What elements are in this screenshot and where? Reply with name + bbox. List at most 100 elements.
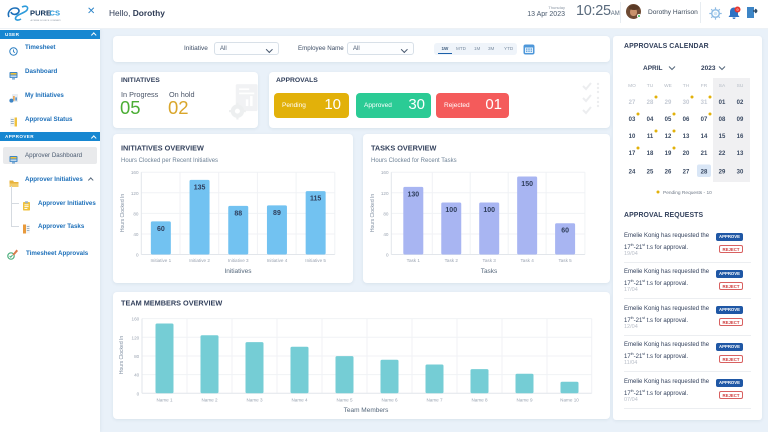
svg-text:TU: TU [647,83,654,89]
svg-text:22: 22 [719,151,726,157]
svg-text:TASKS OVERVIEW: TASKS OVERVIEW [371,144,437,153]
svg-text:Initiative 3: Initiative 3 [228,258,249,263]
svg-text:04: 04 [647,117,654,123]
svg-text:SU: SU [737,83,744,89]
svg-text:10: 10 [629,134,636,140]
svg-text:40: 40 [133,232,139,237]
svg-text:Hours Clocked for Recent Tasks: Hours Clocked for Recent Tasks [371,158,457,164]
svg-text:Name 10: Name 10 [560,398,579,403]
svg-text:25: 25 [647,170,654,176]
svg-text:160: 160 [132,317,140,322]
svg-text:19: 19 [665,151,672,157]
svg-text:60: 60 [561,228,569,235]
svg-text:120: 120 [381,191,389,196]
svg-text:Initiatives: Initiatives [224,268,252,275]
svg-text:Name 1: Name 1 [156,398,173,403]
svg-text:Hours Clocked In: Hours Clocked In [370,194,376,233]
svg-text:APRIL: APRIL [643,65,663,72]
svg-text:24: 24 [629,170,636,176]
svg-text:26: 26 [665,170,672,176]
svg-text:MO: MO [628,83,636,89]
svg-text:PURE: PURE [30,9,51,18]
svg-text:89: 89 [273,210,281,217]
svg-text:80: 80 [383,211,389,216]
svg-text:21: 21 [701,151,708,157]
svg-text:40: 40 [383,232,389,237]
svg-text:15: 15 [719,134,726,140]
svg-text:115: 115 [310,196,321,203]
svg-text:120: 120 [132,335,140,340]
svg-text:TEAM MEMBERS OVERVIEW: TEAM MEMBERS OVERVIEW [121,299,222,308]
svg-text:Task 4: Task 4 [521,258,535,263]
svg-text:27: 27 [683,170,690,176]
svg-text:TH: TH [683,83,690,89]
svg-text:FR: FR [701,83,708,89]
svg-text:18: 18 [647,151,654,157]
svg-text:07: 07 [701,117,708,123]
svg-text:130: 130 [407,192,419,199]
svg-text:30: 30 [683,100,690,106]
svg-text:Name 9: Name 9 [516,398,533,403]
svg-text:88: 88 [234,211,242,218]
svg-text:160: 160 [381,170,389,175]
svg-text:06: 06 [683,117,690,123]
svg-text:Team Members: Team Members [344,407,390,414]
svg-text:29: 29 [665,100,672,106]
svg-text:Name 3: Name 3 [246,398,263,403]
svg-text:20: 20 [683,151,690,157]
svg-text:0: 0 [137,391,140,396]
svg-text:Task 5: Task 5 [558,258,572,263]
svg-text:Name 6: Name 6 [381,398,398,403]
svg-text:08: 08 [719,117,726,123]
svg-text:INITIATIVES OVERVIEW: INITIATIVES OVERVIEW [121,144,204,153]
svg-text:WE: WE [664,83,672,89]
svg-text:12: 12 [665,134,672,140]
svg-text:03: 03 [629,117,636,123]
svg-text:28: 28 [647,100,654,106]
svg-text:Hours Clocked In: Hours Clocked In [119,336,125,375]
svg-text:Task 3: Task 3 [483,258,497,263]
svg-text:Initiative 2: Initiative 2 [189,258,210,263]
svg-text:CS: CS [50,9,61,18]
svg-text:Name 4: Name 4 [291,398,308,403]
svg-text:0: 0 [386,253,389,258]
svg-text:30: 30 [737,170,744,176]
svg-text:29: 29 [719,170,726,176]
svg-text:16: 16 [737,134,744,140]
svg-text:05: 05 [665,117,672,123]
svg-text:100: 100 [445,207,457,214]
svg-text:09: 09 [737,117,744,123]
svg-text:60: 60 [157,226,165,233]
svg-text:Task 2: Task 2 [445,258,459,263]
svg-text:80: 80 [133,211,139,216]
svg-text:13: 13 [683,134,690,140]
svg-text:135: 135 [194,185,206,192]
svg-text:2023: 2023 [701,65,716,72]
svg-text:SA: SA [719,83,726,89]
svg-text:Hours Clocked In: Hours Clocked In [120,194,126,233]
svg-text:Hours Clocked per Recent Initi: Hours Clocked per Recent Initiatives [121,158,218,164]
svg-text:Task 1: Task 1 [407,258,421,263]
svg-text:27: 27 [629,100,636,106]
svg-text:Initiative 4: Initiative 4 [267,258,288,263]
svg-text:01: 01 [719,100,726,106]
svg-text:13: 13 [737,151,744,157]
svg-text:Name 8: Name 8 [471,398,488,403]
svg-text:150: 150 [521,181,533,188]
svg-text:11: 11 [647,134,654,140]
svg-text:14: 14 [701,134,708,140]
svg-text:Name 7: Name 7 [426,398,443,403]
svg-text:120: 120 [131,191,139,196]
svg-text:9: 9 [736,7,739,12]
svg-text:0: 0 [136,253,139,258]
svg-text:Pending Requests - 10: Pending Requests - 10 [663,190,712,196]
svg-text:02: 02 [737,100,744,106]
svg-text:Tasks: Tasks [481,268,498,275]
svg-text:100: 100 [483,207,495,214]
svg-text:40: 40 [134,373,140,378]
svg-text:A PRIME SOURCE COMPANY: A PRIME SOURCE COMPANY [31,19,62,22]
svg-text:31: 31 [701,100,708,106]
svg-text:80: 80 [134,354,140,359]
svg-text:Initiative 1: Initiative 1 [151,258,172,263]
svg-text:Initiative 5: Initiative 5 [305,258,326,263]
